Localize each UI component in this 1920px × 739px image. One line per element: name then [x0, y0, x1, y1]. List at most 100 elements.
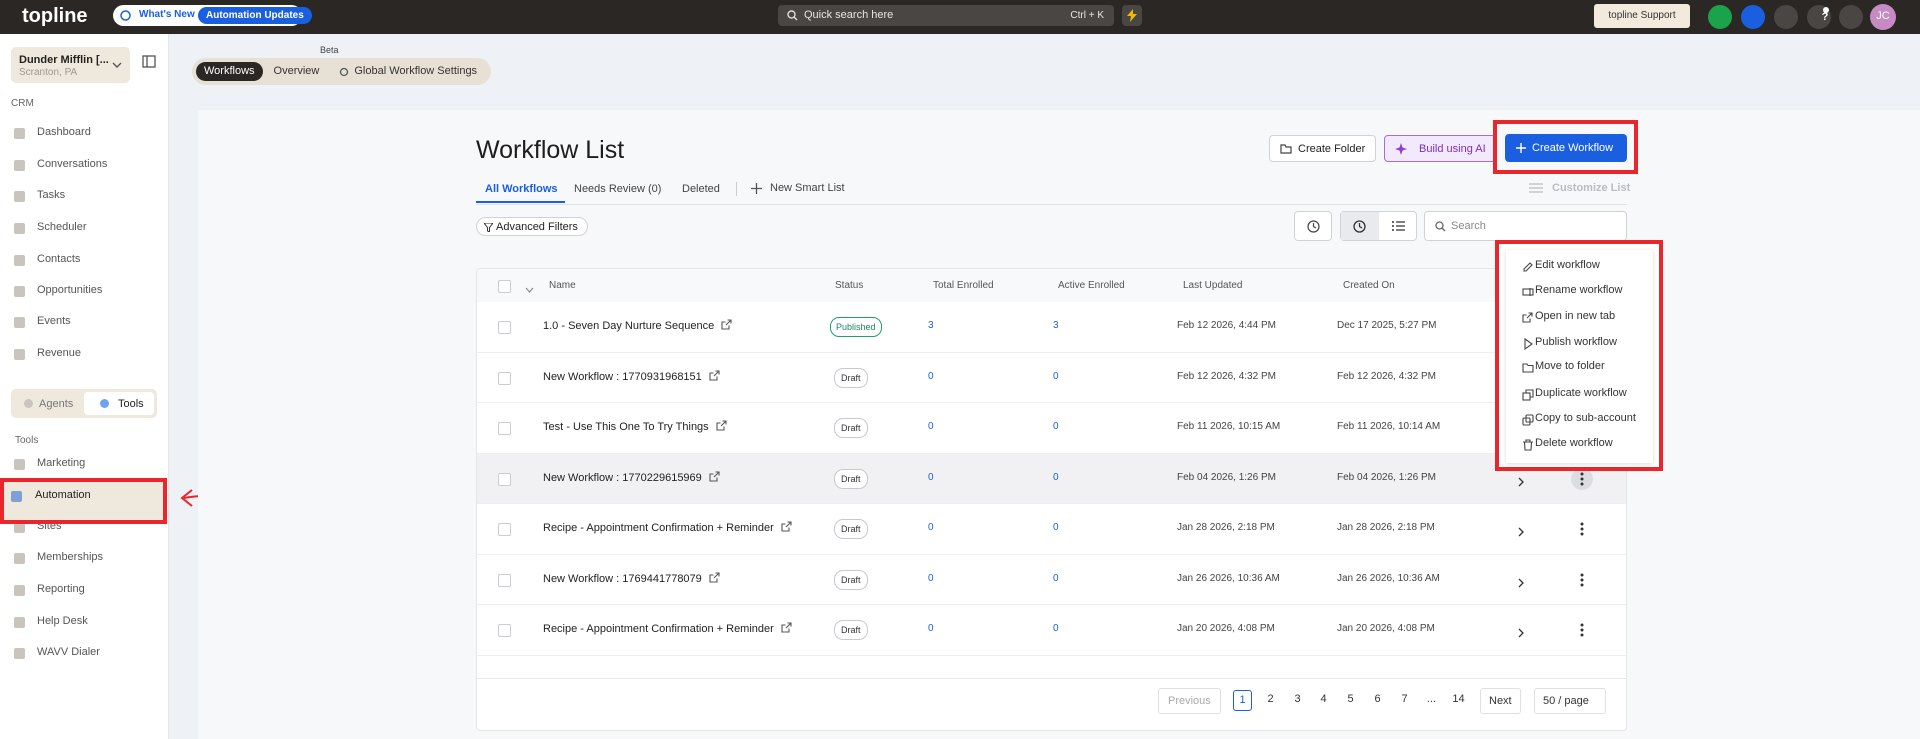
row-checkbox[interactable]: [498, 624, 511, 638]
open-icon[interactable]: [709, 471, 720, 485]
ai-icon[interactable]: [1741, 5, 1765, 29]
create-workflow-button[interactable]: Create Workflow: [1505, 134, 1627, 162]
name-cell[interactable]: New Workflow : 1769441778079: [543, 572, 720, 586]
collapse-icon[interactable]: [142, 55, 156, 68]
open-icon[interactable]: [709, 370, 720, 384]
total-enrolled[interactable]: 0: [928, 370, 934, 382]
table-row[interactable]: New Workflow : 1769441778079 Draft 0 0 Jan 2…: [477, 554, 1626, 605]
build-ai-button[interactable]: Build using AI: [1384, 135, 1496, 162]
active-enrolled[interactable]: 3: [1053, 320, 1059, 332]
tab[interactable]: Overview: [273, 65, 320, 77]
per-page[interactable]: 50 / page: [1534, 688, 1606, 714]
page-number[interactable]: 1: [1233, 690, 1252, 711]
nav-item[interactable]: Marketing: [37, 457, 86, 469]
toggle-option[interactable]: Agents: [39, 398, 74, 410]
table-row[interactable]: New Workflow : 1770229615969 Draft 0 0 Feb 0…: [477, 453, 1626, 504]
workflow-name[interactable]: Recipe - Appointment Confirmation + Remi…: [543, 522, 774, 535]
active-enrolled[interactable]: 0: [1053, 623, 1059, 635]
total-enrolled[interactable]: 0: [928, 572, 934, 584]
name-cell[interactable]: Recipe - Appointment Confirmation + Remi…: [543, 622, 792, 636]
workflow-name[interactable]: Recipe - Appointment Confirmation + Remi…: [543, 623, 774, 636]
row-checkbox[interactable]: [498, 573, 511, 587]
list-tab[interactable]: Needs Review (0): [574, 183, 662, 195]
open-icon[interactable]: [716, 420, 727, 434]
row-checkbox[interactable]: [498, 422, 511, 436]
name-cell[interactable]: Recipe - Appointment Confirmation + Remi…: [543, 521, 792, 535]
whats-new-pill[interactable]: What's New Automation Updates: [113, 5, 312, 26]
support-button[interactable]: topline Support: [1594, 4, 1690, 28]
active-enrolled[interactable]: 0: [1053, 572, 1059, 584]
open-icon[interactable]: [781, 622, 792, 636]
row-checkbox[interactable]: [498, 371, 511, 385]
active-enrolled[interactable]: 0: [1053, 471, 1059, 483]
name-cell[interactable]: New Workflow : 1770229615969: [543, 471, 720, 485]
name-cell[interactable]: New Workflow : 1770931968151: [543, 370, 720, 384]
total-enrolled[interactable]: 0: [928, 522, 934, 534]
list-tab[interactable]: All Workflows: [485, 183, 558, 195]
workflow-name[interactable]: New Workflow : 1769441778079: [543, 572, 702, 585]
active-enrolled[interactable]: 0: [1053, 370, 1059, 382]
tab[interactable]: Global Workflow Settings: [330, 62, 485, 81]
table-row[interactable]: 1.0 - Seven Day Nurture Sequence Publishe…: [477, 302, 1626, 353]
page-number[interactable]: 14: [1452, 693, 1465, 705]
workflow-name[interactable]: New Workflow : 1770931968151: [543, 370, 702, 383]
total-enrolled[interactable]: 3: [928, 320, 934, 332]
next-button[interactable]: Next: [1480, 688, 1521, 714]
logo[interactable]: topline: [22, 5, 88, 27]
search-input[interactable]: Search: [1424, 211, 1627, 241]
page-number[interactable]: 2: [1267, 693, 1274, 705]
table-row[interactable]: Test - Use This One To Try Things Draft 0 0…: [477, 403, 1626, 454]
quick-action[interactable]: [1122, 5, 1142, 26]
announce-icon[interactable]: [1774, 5, 1798, 29]
nav-item[interactable]: Help Desk: [37, 615, 88, 627]
row-checkbox[interactable]: [498, 472, 511, 486]
toggle-option[interactable]: Tools: [118, 398, 144, 410]
menu-item[interactable]: Delete workflow: [1506, 432, 1653, 456]
customize-list[interactable]: Customize List: [1552, 182, 1631, 194]
select-all[interactable]: [498, 280, 511, 293]
page-number[interactable]: ...: [1426, 693, 1437, 705]
nav-item[interactable]: Automation: [35, 489, 91, 501]
open-icon[interactable]: [721, 319, 732, 333]
menu-item[interactable]: Duplicate workflow: [1506, 382, 1653, 406]
name-cell[interactable]: Test - Use This One To Try Things: [543, 420, 727, 434]
table-row[interactable]: Recipe - Appointment Confirmation + Remi…: [477, 605, 1626, 656]
active-enrolled[interactable]: 0: [1053, 522, 1059, 534]
list-tab[interactable]: Deleted: [682, 183, 720, 195]
total-enrolled[interactable]: 0: [928, 623, 934, 635]
avatar[interactable]: [1870, 4, 1896, 30]
menu-item[interactable]: Open in new tab: [1506, 305, 1653, 329]
page-number[interactable]: 6: [1374, 693, 1381, 705]
account-switcher[interactable]: Dunder Mifflin [... Scranton, PA: [11, 47, 130, 83]
nav-item[interactable]: Opportunities: [37, 284, 103, 296]
tab[interactable]: Workflows: [196, 62, 263, 81]
new-smart-list[interactable]: New Smart List: [770, 182, 845, 194]
previous-button[interactable]: Previous: [1158, 688, 1221, 714]
total-enrolled[interactable]: 0: [928, 421, 934, 433]
create-folder-button[interactable]: Create Folder: [1269, 135, 1376, 162]
phone-icon[interactable]: [1708, 5, 1732, 29]
page-number[interactable]: 7: [1401, 693, 1408, 705]
advanced-filters[interactable]: Advanced Filters: [476, 217, 588, 236]
nav-item[interactable]: Memberships: [37, 551, 104, 563]
menu-item[interactable]: Move to folder: [1506, 355, 1653, 379]
nav-item[interactable]: Reporting: [37, 583, 85, 595]
workflow-name[interactable]: 1.0 - Seven Day Nurture Sequence: [543, 320, 715, 333]
menu-item[interactable]: Copy to sub-account: [1506, 407, 1653, 431]
nav-item[interactable]: Contacts: [37, 253, 81, 265]
menu-item[interactable]: Edit workflow: [1506, 254, 1653, 278]
open-icon[interactable]: [781, 521, 792, 535]
history-button[interactable]: [1294, 211, 1332, 241]
workflow-name[interactable]: Test - Use This One To Try Things: [543, 421, 709, 434]
table-row[interactable]: New Workflow : 1770931968151 Draft 0 0 Feb 1…: [477, 352, 1626, 403]
table-row[interactable]: Recipe - Appointment Confirmation + Remi…: [477, 504, 1626, 555]
nav-item[interactable]: Dashboard: [37, 126, 91, 138]
row-checkbox[interactable]: [498, 523, 511, 537]
view-toggle[interactable]: [1340, 211, 1417, 241]
page-number[interactable]: 3: [1294, 693, 1301, 705]
menu-item[interactable]: Rename workflow: [1506, 279, 1653, 303]
open-icon[interactable]: [709, 572, 720, 586]
nav-item[interactable]: Conversations: [37, 158, 108, 170]
total-enrolled[interactable]: 0: [928, 471, 934, 483]
nav-item[interactable]: Events: [37, 315, 71, 327]
